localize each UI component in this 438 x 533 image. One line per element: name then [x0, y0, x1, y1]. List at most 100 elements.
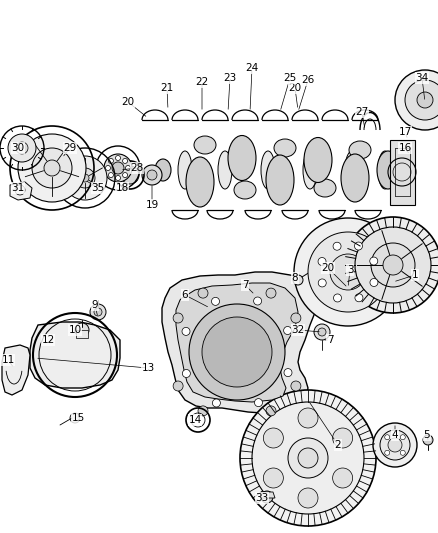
Circle shape	[123, 173, 127, 177]
Text: 3: 3	[347, 265, 353, 275]
Polygon shape	[2, 345, 30, 395]
Circle shape	[18, 134, 86, 202]
Text: 32: 32	[291, 325, 304, 335]
Circle shape	[383, 255, 403, 275]
Circle shape	[371, 243, 415, 287]
Ellipse shape	[349, 141, 371, 159]
Circle shape	[400, 435, 405, 440]
Polygon shape	[10, 182, 32, 200]
Circle shape	[104, 154, 132, 182]
Circle shape	[16, 142, 28, 154]
Circle shape	[318, 328, 326, 336]
Ellipse shape	[303, 151, 317, 189]
Text: 35: 35	[92, 183, 105, 193]
Circle shape	[332, 428, 353, 448]
Text: 11: 11	[1, 355, 14, 365]
Circle shape	[291, 313, 301, 323]
Text: 6: 6	[182, 290, 188, 300]
Text: 31: 31	[11, 183, 25, 193]
Circle shape	[298, 488, 318, 508]
Text: 22: 22	[195, 77, 208, 87]
Text: 26: 26	[301, 75, 314, 85]
Circle shape	[173, 313, 183, 323]
Text: 8: 8	[292, 273, 298, 283]
Circle shape	[400, 450, 405, 455]
Polygon shape	[30, 322, 120, 388]
Circle shape	[63, 156, 107, 200]
Ellipse shape	[377, 151, 399, 189]
Ellipse shape	[228, 135, 256, 181]
Polygon shape	[162, 272, 318, 413]
Circle shape	[189, 304, 285, 400]
Text: 19: 19	[145, 200, 159, 210]
Circle shape	[333, 294, 342, 302]
Ellipse shape	[378, 151, 392, 189]
Text: 27: 27	[355, 107, 369, 117]
Ellipse shape	[314, 179, 336, 197]
Circle shape	[284, 327, 292, 335]
Circle shape	[70, 413, 80, 423]
Circle shape	[182, 369, 191, 377]
Circle shape	[240, 390, 376, 526]
Polygon shape	[176, 283, 298, 402]
Circle shape	[293, 275, 303, 285]
Circle shape	[294, 218, 402, 326]
Text: 10: 10	[68, 325, 81, 335]
Text: 16: 16	[399, 143, 412, 153]
Circle shape	[405, 80, 438, 120]
Text: 17: 17	[399, 127, 412, 137]
Circle shape	[142, 165, 162, 185]
Circle shape	[94, 308, 102, 316]
Circle shape	[32, 148, 72, 188]
Circle shape	[266, 406, 276, 416]
Text: 9: 9	[92, 300, 98, 310]
Circle shape	[202, 317, 272, 387]
Circle shape	[330, 254, 366, 290]
Circle shape	[291, 381, 301, 391]
Polygon shape	[390, 140, 415, 205]
Circle shape	[385, 435, 390, 440]
Circle shape	[198, 288, 208, 298]
Circle shape	[173, 381, 183, 391]
Text: 20: 20	[289, 83, 301, 93]
Circle shape	[261, 491, 273, 503]
Text: 18: 18	[115, 183, 129, 193]
Polygon shape	[76, 330, 88, 338]
Circle shape	[333, 242, 341, 250]
Circle shape	[8, 134, 36, 162]
Text: 7: 7	[242, 280, 248, 290]
Ellipse shape	[194, 136, 216, 154]
Text: 20: 20	[321, 263, 335, 273]
Circle shape	[355, 227, 431, 303]
Text: 13: 13	[141, 363, 155, 373]
Circle shape	[288, 438, 328, 478]
Text: 14: 14	[188, 415, 201, 425]
Circle shape	[318, 279, 326, 287]
Circle shape	[106, 166, 110, 171]
Text: 24: 24	[245, 63, 258, 73]
Circle shape	[126, 166, 131, 171]
Text: 25: 25	[283, 73, 297, 83]
Text: 34: 34	[415, 73, 429, 83]
Text: 20: 20	[121, 97, 134, 107]
Ellipse shape	[341, 154, 369, 202]
Ellipse shape	[178, 151, 192, 189]
Text: 1: 1	[412, 270, 418, 280]
Text: 33: 33	[255, 493, 268, 503]
Circle shape	[254, 399, 262, 407]
Circle shape	[121, 166, 139, 184]
Circle shape	[355, 294, 363, 302]
Text: 12: 12	[41, 335, 55, 345]
Text: 23: 23	[223, 73, 237, 83]
Circle shape	[254, 297, 261, 305]
Circle shape	[318, 257, 326, 265]
Text: 4: 4	[392, 430, 398, 440]
Circle shape	[198, 406, 208, 416]
Circle shape	[212, 297, 219, 305]
Text: 2: 2	[335, 440, 341, 450]
Circle shape	[308, 232, 388, 312]
Ellipse shape	[345, 151, 359, 189]
Circle shape	[123, 158, 127, 164]
Circle shape	[266, 288, 276, 298]
Circle shape	[345, 217, 438, 313]
